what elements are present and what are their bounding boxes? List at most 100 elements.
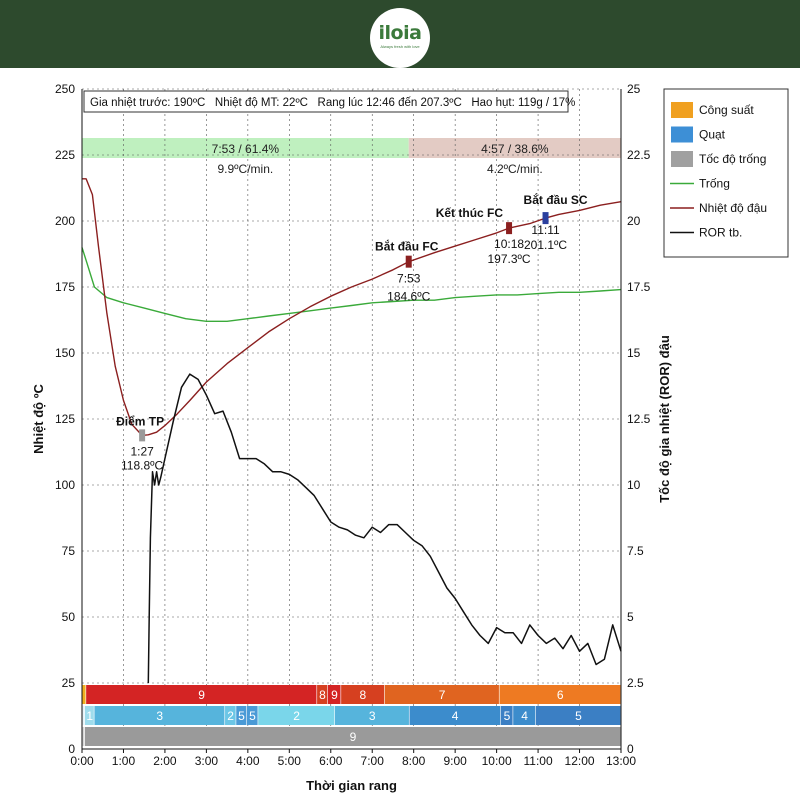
x-tick-label: 9:00 xyxy=(443,754,467,768)
control-band-segment xyxy=(84,706,94,725)
y-right-tick-label: 22.5 xyxy=(627,148,651,162)
control-band-segment xyxy=(82,706,85,725)
control-band-segment xyxy=(536,706,621,725)
event-temp: 118.8ºC xyxy=(121,458,164,472)
legend-swatch xyxy=(671,102,693,118)
control-band-segment xyxy=(82,727,85,746)
control-band-segment xyxy=(236,706,247,725)
control-band-value: 2 xyxy=(293,709,300,723)
control-band-segment xyxy=(334,706,409,725)
event-time: 7:53 xyxy=(397,272,421,286)
control-band-segment xyxy=(317,685,328,704)
event-time: 10:18 xyxy=(494,237,524,251)
control-band-value: 4 xyxy=(521,709,528,723)
control-band-segment xyxy=(384,685,499,704)
control-band-segment xyxy=(82,685,86,704)
y-left-tick-label: 200 xyxy=(55,214,75,228)
y-left-tick-label: 0 xyxy=(68,742,75,756)
phase-rate: 9.9ºC/min. xyxy=(217,162,273,176)
event-label: Điểm TP xyxy=(116,414,164,428)
legend-label: Công suất xyxy=(699,103,754,117)
event-temp: 197.3ºC xyxy=(488,252,531,266)
control-band-segment xyxy=(499,685,621,704)
brand-name: iloia xyxy=(378,22,422,44)
event-temp: 184.6ºC xyxy=(387,290,430,304)
control-band-value: 4 xyxy=(452,709,459,723)
x-tick-label: 0:00 xyxy=(70,754,94,768)
y-right-tick-label: 2.5 xyxy=(627,676,644,690)
legend-label: Quạt xyxy=(699,128,726,142)
control-band-segment xyxy=(246,706,258,725)
control-band-value: 5 xyxy=(238,709,245,723)
phase-label: 7:53 / 61.4% xyxy=(212,142,280,156)
control-band-segment xyxy=(513,706,536,725)
x-tick-label: 5:00 xyxy=(278,754,302,768)
legend-swatch xyxy=(671,151,693,167)
control-band-segment xyxy=(409,706,501,725)
control-band-value: 8 xyxy=(360,688,367,702)
control-band-value: 9 xyxy=(198,688,205,702)
control-band-segment xyxy=(86,685,317,704)
event-label: Kết thúc FC xyxy=(436,206,504,220)
event-marker xyxy=(506,222,513,235)
y-left-tick-label: 75 xyxy=(62,544,76,558)
control-band-value: 1 xyxy=(86,709,93,723)
brand-tagline: Always fresh with love xyxy=(380,44,420,49)
x-tick-label: 11:00 xyxy=(524,754,553,768)
control-band-value: 9 xyxy=(350,730,357,744)
roast-chart: 7:53 / 61.4% 9.9ºC/min. 4:57 / 38.6% 4.2ºC/… xyxy=(0,68,800,800)
legend-label: Trống xyxy=(699,177,730,191)
y-right-tick-label: 17.5 xyxy=(627,280,651,294)
control-band-value: 3 xyxy=(369,709,376,723)
control-band-value: 9 xyxy=(331,688,338,702)
x-tick-label: 7:00 xyxy=(361,754,385,768)
control-band-value: 5 xyxy=(249,709,256,723)
control-band-value: 6 xyxy=(557,688,564,702)
y-right-tick-label: 15 xyxy=(627,346,641,360)
legend-label: Tốc độ trống xyxy=(699,152,766,166)
control-band-segment xyxy=(341,685,385,704)
y-right-tick-label: 7.5 xyxy=(627,544,644,558)
phase-bar xyxy=(82,138,409,158)
x-tick-label: 4:00 xyxy=(236,754,260,768)
event-time: 1:27 xyxy=(130,444,154,458)
x-axis-title: Thời gian rang xyxy=(306,778,397,793)
event-temp: 201.1ºC xyxy=(524,238,567,252)
y-left-tick-label: 100 xyxy=(55,478,75,492)
control-band-value: 2 xyxy=(227,709,234,723)
brand-logo[interactable]: iloia Always fresh with love xyxy=(370,8,430,68)
x-tick-label: 8:00 xyxy=(402,754,426,768)
x-tick-label: 1:00 xyxy=(112,754,136,768)
control-band-segment xyxy=(94,706,225,725)
x-tick-label: 13:00 xyxy=(606,754,636,768)
series-line xyxy=(147,373,622,684)
event-label: Bắt đầu FC xyxy=(375,239,439,254)
info-box xyxy=(83,90,569,113)
y-left-tick-label: 125 xyxy=(55,412,75,426)
y-left-axis-title: Nhiệt độ ºC xyxy=(31,384,46,454)
control-band-value: 5 xyxy=(575,709,582,723)
event-time: 11:11 xyxy=(531,223,560,237)
info-text: Gia nhiệt trước: 190ºC Nhiệt độ MT: 22ºC… xyxy=(90,97,575,109)
legend-swatch xyxy=(671,126,693,143)
legend-label: ROR tb. xyxy=(699,226,742,240)
phase-label: 4:57 / 38.6% xyxy=(481,142,549,156)
control-band-value: 3 xyxy=(156,709,163,723)
control-band-value: 5 xyxy=(504,709,511,723)
legend-label: Nhiệt độ đậu xyxy=(699,201,767,215)
y-right-tick-label: 25 xyxy=(627,82,641,96)
series-line xyxy=(81,247,622,322)
y-left-tick-label: 25 xyxy=(62,676,76,690)
phase-rate: 4.2ºC/min. xyxy=(487,162,543,176)
header-bar: iloia Always fresh with love xyxy=(0,0,800,68)
y-right-tick-label: 0 xyxy=(627,742,634,756)
y-left-tick-label: 175 xyxy=(55,280,75,294)
phase-bar xyxy=(408,138,621,158)
y-right-tick-label: 5 xyxy=(627,610,634,624)
event-marker xyxy=(405,255,412,268)
y-right-tick-label: 10 xyxy=(627,478,641,492)
control-band-segment xyxy=(84,727,621,746)
y-right-tick-label: 20 xyxy=(627,214,641,228)
control-band-segment xyxy=(258,706,335,725)
x-tick-label: 2:00 xyxy=(153,754,177,768)
